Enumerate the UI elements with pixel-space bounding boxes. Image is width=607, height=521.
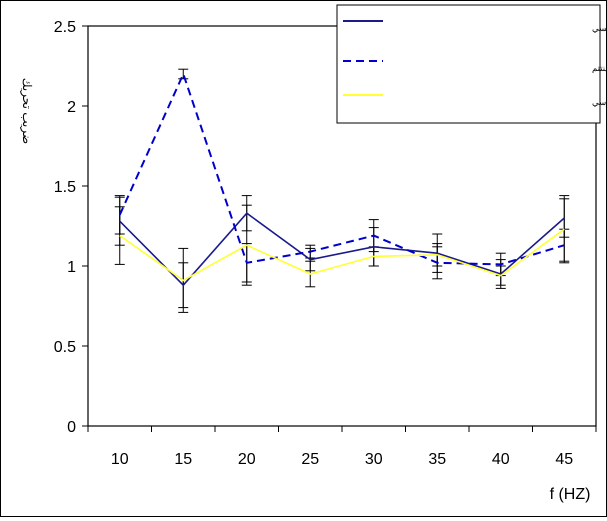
x-tick-label: 35 xyxy=(428,451,446,468)
x-tick-label: 40 xyxy=(492,451,510,468)
x-tick-label: 10 xyxy=(111,451,129,468)
y-tick-label: 0 xyxy=(67,419,76,436)
legend-label-3: ضريب تحريک پذيري زبان تا حي ر يا مي با ن… xyxy=(592,97,606,108)
legend-label-1: ضريب تحريک پذيري زبان تا حي ر يا مي با ن… xyxy=(592,23,606,34)
series-line-3 xyxy=(119,228,565,282)
series-line-2 xyxy=(118,71,565,266)
x-tick-label: 30 xyxy=(365,451,383,468)
x-tick-label: 20 xyxy=(238,451,256,468)
legend-box xyxy=(336,4,601,124)
y-tick-label: 2.5 xyxy=(54,19,76,36)
series-line-1 xyxy=(119,212,565,287)
x-tick-label: 15 xyxy=(174,451,192,468)
x-tick-label: 25 xyxy=(301,451,319,468)
y-tick-label: 1 xyxy=(67,259,76,276)
x-axis-title: f (HZ) xyxy=(550,486,591,503)
y-tick-label: 1.5 xyxy=(54,179,76,196)
legend-label-2: ضريب تحريک پذيري زبان تا حي ر يا مي با ن… xyxy=(592,63,606,74)
y-tick-label: 2 xyxy=(67,99,76,116)
y-axis-title: ضريب تحريك xyxy=(20,78,34,144)
x-tick-label: 45 xyxy=(555,451,573,468)
y-tick-label: 0.5 xyxy=(54,339,76,356)
